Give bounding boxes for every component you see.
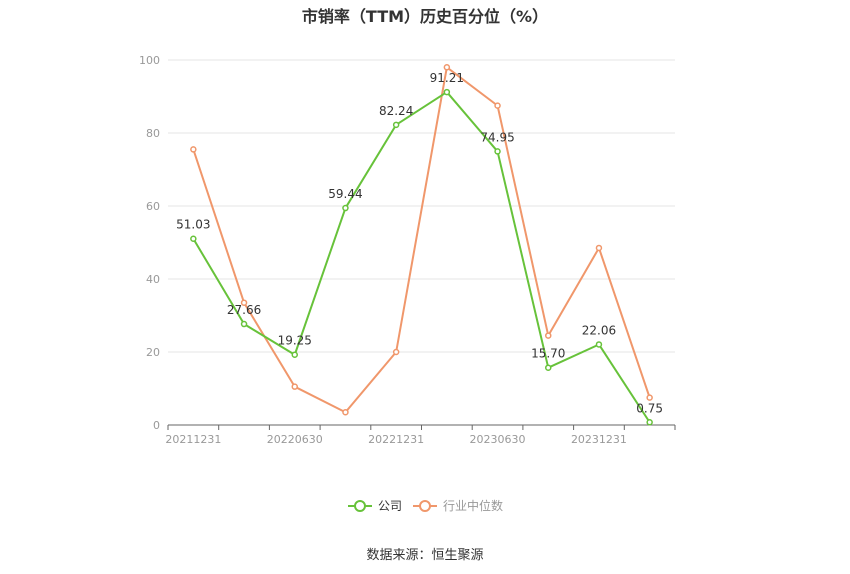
x-tick-label-4: 20231231: [571, 433, 627, 446]
series-1-point-2: [291, 383, 298, 390]
data-label-5: 91.21: [430, 71, 464, 85]
data-label-1: 27.66: [227, 303, 261, 317]
series-1-point-4: [392, 348, 400, 356]
series-1-point-3: [342, 408, 349, 416]
legend-swatch-marker-0: [354, 500, 366, 512]
series-1-point-8: [595, 244, 603, 252]
legend-swatch-marker-1: [419, 500, 431, 512]
data-label-0: 51.03: [176, 218, 210, 232]
y-tick-label-4: 80: [146, 127, 160, 140]
data-source: 数据来源：恒生聚源: [366, 548, 484, 563]
series-1-point-6: [494, 102, 501, 109]
chart-title: 市销率（TTM）历史百分位（%）: [301, 7, 549, 26]
data-label-7: 15.70: [531, 347, 565, 361]
series-1-point-0: [190, 146, 197, 153]
series-0-point-1: [240, 320, 248, 328]
x-tick-label-1: 20220630: [267, 433, 323, 446]
series-0-point-2: [291, 351, 298, 358]
data-label-9: 0.75: [636, 401, 663, 415]
series-0-point-0: [190, 235, 197, 242]
legend-label-0: 公司: [378, 499, 402, 513]
series-1-point-5: [443, 64, 451, 71]
series-0-point-9: [646, 419, 653, 426]
series-layer: [190, 64, 653, 426]
data-label-2: 19.25: [278, 334, 312, 348]
y-tick-label-2: 40: [146, 273, 160, 286]
series-line-0: [192, 91, 651, 423]
y-tick-label-3: 60: [146, 200, 160, 213]
data-labels: 51.03 27.66 19.25 59.44 82.24 91.21 74.95 15.70…: [176, 71, 663, 415]
data-label-6: 74.95: [480, 130, 514, 144]
series-0-point-4: [392, 121, 400, 129]
series-1-point-9: [646, 394, 653, 401]
series-0-point-8: [595, 341, 603, 348]
series-1-point-1: [240, 299, 248, 306]
data-label-8: 22.06: [582, 323, 616, 337]
y-tick-label-5: 100: [139, 54, 160, 67]
y-axis: 0 20 40 60 80 100: [139, 54, 160, 432]
legend-label-1: 行业中位数: [443, 498, 503, 513]
x-tick-label-3: 20230630: [470, 433, 526, 446]
x-tick-label-0: 20211231: [165, 433, 221, 446]
legend[interactable]: 公司 行业中位数: [348, 498, 503, 513]
series-0-point-5: [443, 88, 451, 96]
x-axis: 20211231 20220630 20221231 20230630 20231231: [165, 424, 676, 446]
x-tick-label-2: 20221231: [368, 433, 424, 446]
series-0-point-3: [342, 204, 349, 212]
data-label-4: 82.24: [379, 104, 413, 118]
y-tick-label-0: 0: [153, 419, 160, 432]
series-0-point-6: [494, 148, 501, 155]
legend-item-1[interactable]: 行业中位数: [413, 498, 503, 513]
legend-item-0[interactable]: 公司: [348, 499, 402, 513]
series-0-point-7: [545, 364, 552, 371]
y-tick-label-1: 20: [146, 346, 160, 359]
series-line-1: [192, 66, 651, 414]
series-1-point-7: [545, 332, 552, 339]
data-label-3: 59.44: [328, 187, 362, 201]
